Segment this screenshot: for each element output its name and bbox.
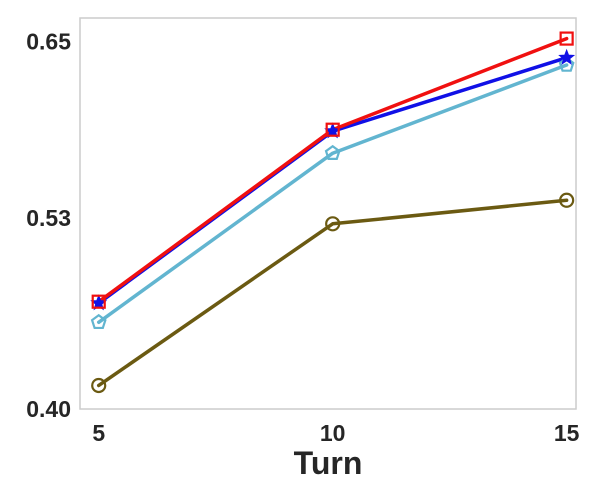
marker-series-3-point-2 bbox=[559, 31, 574, 46]
marker-series-2-point-2 bbox=[558, 48, 576, 65]
y-tick-label-1: 0.53 bbox=[26, 205, 71, 231]
series-line-0 bbox=[96, 198, 569, 388]
marker-series-1-point-0 bbox=[90, 313, 107, 330]
marker-series-3-point-1 bbox=[325, 122, 340, 137]
series-line-1 bbox=[96, 63, 569, 325]
x-tick-label-1: 10 bbox=[320, 420, 346, 446]
y-tick-label-0: 0.40 bbox=[26, 396, 71, 422]
marker-series-0-point-0 bbox=[91, 377, 107, 394]
series-markers bbox=[90, 31, 576, 394]
marker-series-0-point-1 bbox=[325, 216, 341, 232]
x-tick-label-2: 15 bbox=[554, 420, 580, 446]
plot-area bbox=[79, 17, 577, 410]
x-axis-title: Turn bbox=[294, 445, 363, 481]
marker-series-0-point-2 bbox=[559, 192, 575, 208]
marker-series-1-point-1 bbox=[324, 144, 341, 160]
x-tick-label-0: 5 bbox=[92, 420, 105, 446]
marker-series-3-point-0 bbox=[91, 294, 106, 309]
y-tick-labels: 0.40 0.53 0.65 bbox=[26, 29, 71, 422]
y-tick-label-2: 0.65 bbox=[26, 29, 71, 55]
x-tick-labels: 5 10 15 bbox=[92, 420, 579, 446]
marker-series-1-point-2 bbox=[558, 56, 575, 72]
